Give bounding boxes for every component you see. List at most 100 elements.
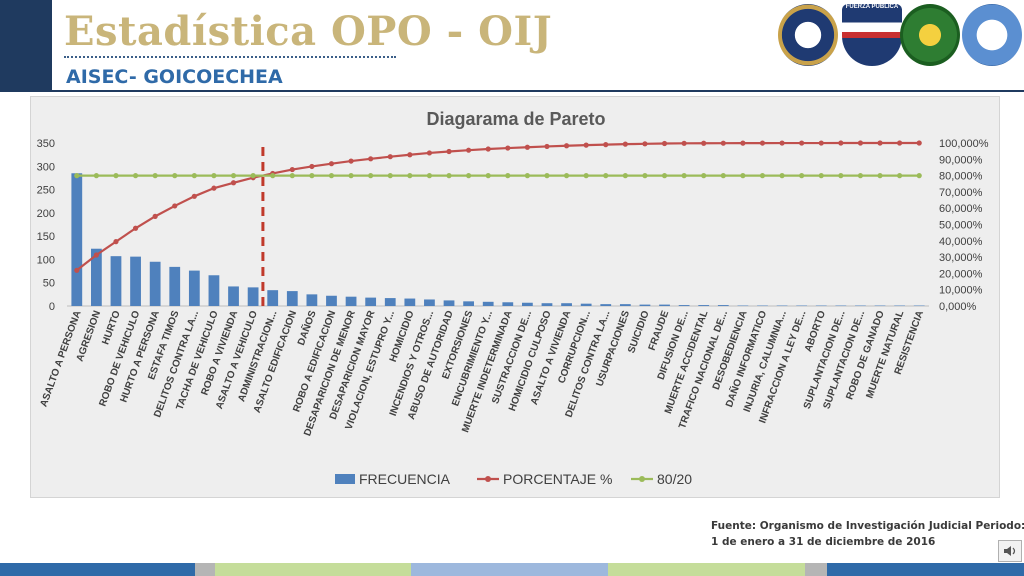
y-right-tick-label: 50,000% [939,220,983,232]
y-right-tick-label: 20,000% [939,268,983,280]
fuerza-publica-logo-text: FUERZA PUBLICA [845,4,899,10]
point-porcentaje [211,185,217,191]
point-porcentaje [779,140,785,146]
footer-color-band [0,563,1024,576]
point-80-20 [289,173,295,179]
title-dotted-divider [64,56,396,58]
point-porcentaje [74,267,80,273]
point-porcentaje [563,143,570,149]
point-80-20 [740,173,746,179]
point-80-20 [818,173,824,179]
point-80-20 [270,173,276,179]
audio-button[interactable] [998,540,1022,562]
point-porcentaje [132,225,139,231]
bar-frecuencia [169,266,181,306]
point-80-20 [172,173,178,179]
bar-frecuencia [208,275,220,306]
bar-frecuencia [502,302,514,306]
source-line-2: 1 de enero a 31 de diciembre de 2016 [711,536,936,548]
point-porcentaje [426,150,433,156]
bar-frecuencia [365,297,377,306]
point-80-20 [720,173,726,179]
bar-frecuencia [561,303,572,306]
point-80-20 [877,173,883,179]
footer-segment [827,563,1024,576]
point-80-20 [897,173,903,179]
point-porcentaje [113,239,119,245]
point-porcentaje [328,161,335,167]
header-divider [0,90,1024,92]
footer-segment [608,563,805,576]
point-80-20 [113,173,119,179]
bar-frecuencia [90,248,102,306]
y-left-tick-label: 350 [37,138,55,150]
bar-frecuencia [482,301,494,306]
point-porcentaje [857,140,864,146]
y-left-tick-label: 250 [37,185,55,197]
bar-frecuencia [600,304,612,306]
point-80-20 [328,173,335,179]
point-80-20 [426,173,433,179]
point-80-20 [446,173,452,179]
point-80-20 [93,173,99,179]
footer-segment [411,563,608,576]
point-80-20 [701,173,707,179]
y-right-tick-label: 40,000% [939,236,983,248]
bar-frecuencia [130,256,141,306]
point-porcentaje [172,203,178,209]
point-80-20 [916,173,922,179]
bar-frecuencia [404,298,416,306]
header-accent-bar [0,0,52,90]
point-porcentaje [466,147,472,153]
point-80-20 [191,173,197,179]
pareto-chart: Diagarama de Pareto 0 50 100 150 200 250 300 350… [37,109,989,487]
y-right-tick-label: 30,000% [939,252,983,264]
y-left-tick-label: 0 [49,301,55,313]
point-porcentaje [544,143,550,150]
bar-frecuencia [678,305,690,306]
point-80-20 [466,173,472,179]
point-80-20 [348,173,354,179]
source-line-1: Fuente: Organismo de Investigación Judic… [711,520,1024,532]
point-porcentaje [387,154,393,160]
point-porcentaje [622,141,628,147]
chart-title: Diagarama de Pareto [426,109,605,129]
bar-frecuencia [580,303,592,306]
point-80-20 [661,173,668,179]
point-porcentaje [897,140,903,146]
point-porcentaje [681,140,687,146]
bar-frecuencia [110,256,122,306]
point-porcentaje [838,140,844,146]
y-right-tick-label: 100,000% [939,138,989,150]
bar-frecuencia [463,301,475,306]
point-80-20 [407,173,413,179]
x-category-label: HURTO [100,309,123,346]
footer-segment [215,563,411,576]
us-embassy-seal-logo [778,4,838,66]
bar-frecuencia [424,299,435,306]
aisec-emblem-logo [962,4,1022,66]
point-porcentaje [152,213,158,219]
point-80-20 [368,173,374,179]
bar-frecuencia [521,302,533,306]
point-porcentaje [799,140,805,146]
point-porcentaje [368,156,374,162]
point-80-20 [211,173,217,179]
point-porcentaje [661,140,668,147]
legend-label-porcentaje: PORCENTAJE % [503,471,612,487]
bar-frecuencia [286,291,298,306]
point-80-20 [250,173,256,179]
bar-frecuencia [306,294,318,306]
point-80-20 [309,173,315,179]
y-left-tick-label: 50 [43,278,55,290]
point-80-20 [622,173,628,179]
legend-marker-porcentaje [485,476,491,482]
point-80-20 [681,173,687,179]
point-80-20 [544,173,550,179]
point-80-20 [583,173,589,179]
point-porcentaje [524,144,530,150]
point-porcentaje [916,140,922,146]
line-porcentaje [76,141,920,272]
point-80-20 [74,173,80,179]
point-80-20 [642,173,648,179]
